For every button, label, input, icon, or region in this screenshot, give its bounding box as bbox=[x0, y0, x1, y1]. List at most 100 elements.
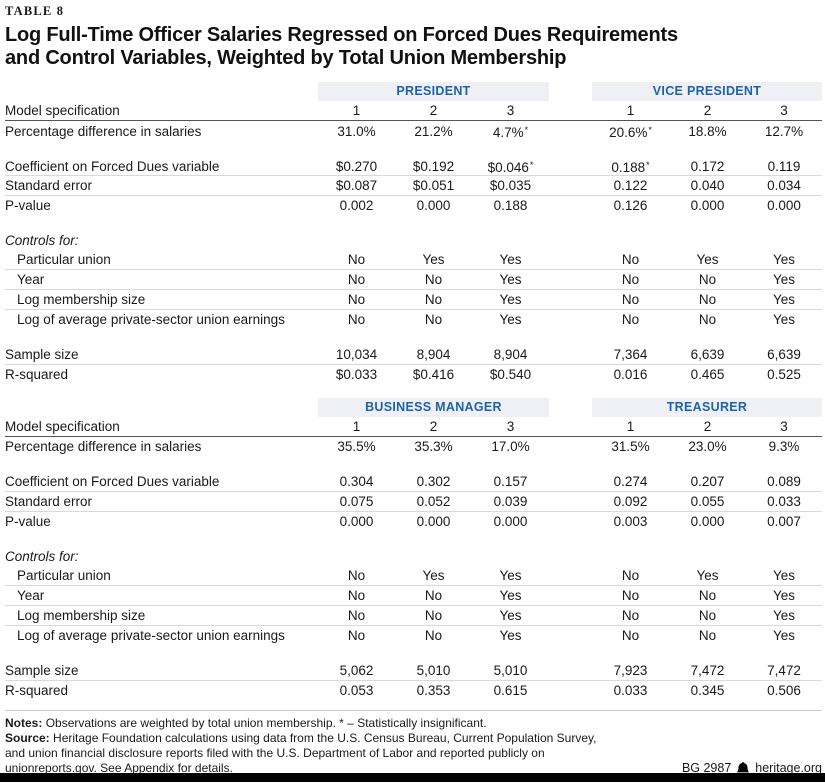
value-cell: 0.075 bbox=[339, 493, 374, 509]
value-cell: 2 bbox=[429, 418, 438, 434]
value-cell: 0.353 bbox=[416, 682, 451, 698]
value-cell: Yes bbox=[499, 627, 522, 643]
insignificance-asterisk: * bbox=[529, 160, 534, 170]
row-label: P-value bbox=[5, 513, 51, 529]
table-row: Standard error $0.087 $0.051 $0.035 0.122 0.0… bbox=[5, 176, 822, 196]
row-label: Coefficient on Forced Dues variable bbox=[5, 158, 220, 174]
value-cell: 23.0% bbox=[688, 438, 727, 454]
value-cell: 18.8% bbox=[688, 123, 727, 139]
table-row: Percentage difference in salaries 31.0% 21… bbox=[5, 121, 822, 141]
source-line-3: unionreports.gov. See Appendix for detai… bbox=[5, 761, 233, 775]
row-label: Log membership size bbox=[17, 607, 146, 623]
table-row: R-squared 0.053 0.353 0.615 0.033 0.345 0.506 bbox=[5, 681, 822, 700]
table-row: Particular union No Yes Yes No Yes Yes bbox=[5, 566, 822, 586]
value-cell: No bbox=[424, 587, 443, 603]
value-cell: $0.033 bbox=[335, 366, 378, 382]
source-line-1: Source: Heritage Foundation calculations… bbox=[5, 731, 822, 746]
notes-text: Observations are weighted by total union… bbox=[45, 716, 487, 730]
subtable-business-manager-treasurer: BUSINESS MANAGER TREASURER Model specifica… bbox=[5, 398, 822, 700]
row-label: R-squared bbox=[5, 366, 69, 382]
row-label: Coefficient on Forced Dues variable bbox=[5, 473, 220, 489]
value-cell: 31.0% bbox=[337, 123, 376, 139]
value-cell: No bbox=[347, 251, 366, 267]
value-cell: 0.039 bbox=[493, 493, 528, 509]
row-spacer bbox=[5, 140, 822, 156]
table-row: Sample size 10,034 8,904 8,904 7,364 6,639 6,6… bbox=[5, 345, 822, 365]
row-label: Year bbox=[17, 587, 45, 603]
value-cell: $0.051 bbox=[412, 177, 455, 193]
source-line-2: and union financial disclosure reports f… bbox=[5, 746, 545, 760]
value-cell: 0.000 bbox=[493, 513, 528, 529]
value-cell: Yes bbox=[772, 291, 796, 307]
table-row: Controls for: bbox=[5, 231, 822, 250]
table-row: Model specification 1 2 3 1 2 3 bbox=[5, 101, 822, 121]
value-cell: 0.302 bbox=[416, 473, 451, 489]
value-cell: Yes bbox=[499, 291, 522, 307]
table-row: Coefficient on Forced Dues variable $0.27… bbox=[5, 156, 822, 176]
value-cell: No bbox=[621, 311, 640, 327]
group-header-left: BUSINESS MANAGER bbox=[318, 398, 549, 417]
value-cell: 5,010 bbox=[416, 662, 451, 678]
value-cell: 10,034 bbox=[335, 346, 378, 362]
value-cell: Yes bbox=[499, 567, 522, 583]
value-cell: No bbox=[347, 567, 366, 583]
table-row: Log membership size No No Yes No No Yes bbox=[5, 606, 822, 626]
row-label: Model specification bbox=[5, 418, 120, 434]
value-cell: 1 bbox=[626, 418, 635, 434]
value-cell: No bbox=[698, 627, 717, 643]
table-row: R-squared $0.033 $0.416 $0.540 0.016 0.465 0.5… bbox=[5, 365, 822, 384]
value-cell: Yes bbox=[696, 567, 719, 583]
value-cell: 0.172 bbox=[690, 158, 725, 174]
value-cell: No bbox=[424, 291, 443, 307]
value-cell: 0.000 bbox=[690, 197, 725, 213]
value-cell: 0.122 bbox=[613, 177, 648, 193]
value-cell: 2 bbox=[703, 418, 712, 434]
title-line-1: Log Full-Time Officer Salaries Regressed… bbox=[5, 24, 678, 46]
group-header-left: PRESIDENT bbox=[318, 82, 549, 101]
value-cell: 0.089 bbox=[767, 473, 801, 489]
value-cell: 5,010 bbox=[493, 662, 528, 678]
table-row: P-value 0.002 0.000 0.188 0.126 0.000 0.000 bbox=[5, 196, 822, 215]
value-cell: Yes bbox=[499, 607, 522, 623]
value-cell: 1 bbox=[352, 102, 361, 118]
value-cell: $0.540 bbox=[489, 366, 532, 382]
table-row: Year No No Yes No No Yes bbox=[5, 270, 822, 290]
group-header-right: VICE PRESIDENT bbox=[592, 82, 822, 101]
table-row: Model specification 1 2 3 1 2 3 bbox=[5, 417, 822, 437]
value-cell: No bbox=[621, 271, 640, 287]
value-cell: No bbox=[424, 311, 443, 327]
row-label: Standard error bbox=[5, 177, 93, 193]
value-cell: 0.188 bbox=[493, 197, 528, 213]
value-cell: 7,472 bbox=[690, 662, 725, 678]
bottom-black-bar bbox=[0, 773, 825, 782]
value-cell: 0.119 bbox=[767, 158, 801, 174]
row-label: Percentage difference in salaries bbox=[5, 123, 202, 139]
value-cell: Yes bbox=[772, 587, 796, 603]
table-row: Year No No Yes No No Yes bbox=[5, 586, 822, 606]
table-title: Log Full-Time Officer Salaries Regressed… bbox=[5, 24, 822, 70]
value-cell: 2 bbox=[703, 102, 712, 118]
row-label: Sample size bbox=[5, 346, 79, 362]
value-cell: No bbox=[621, 587, 640, 603]
insignificance-asterisk: * bbox=[524, 125, 529, 135]
value-cell: 4.7%* bbox=[492, 125, 529, 140]
table-row: Log membership size No No Yes No No Yes bbox=[5, 290, 822, 310]
value-cell: Yes bbox=[422, 567, 445, 583]
value-cell: Yes bbox=[772, 271, 796, 287]
value-cell: $0.192 bbox=[412, 158, 455, 174]
row-label: Particular union bbox=[17, 251, 111, 267]
value-cell: No bbox=[698, 311, 717, 327]
row-label: Model specification bbox=[5, 102, 120, 118]
value-cell: 0.000 bbox=[416, 513, 451, 529]
value-cell: 0.034 bbox=[767, 177, 801, 193]
value-cell: Yes bbox=[772, 311, 796, 327]
source-text-1: Heritage Foundation calculations using d… bbox=[53, 731, 597, 745]
value-cell: 7,364 bbox=[613, 346, 648, 362]
value-cell: 20.6%* bbox=[609, 125, 652, 140]
notes-label: Notes: bbox=[5, 716, 43, 730]
table-row: Coefficient on Forced Dues variable 0.304… bbox=[5, 472, 822, 492]
table-row: Controls for: bbox=[5, 547, 822, 566]
value-cell: 35.5% bbox=[337, 438, 376, 454]
value-cell: 0.615 bbox=[493, 682, 528, 698]
